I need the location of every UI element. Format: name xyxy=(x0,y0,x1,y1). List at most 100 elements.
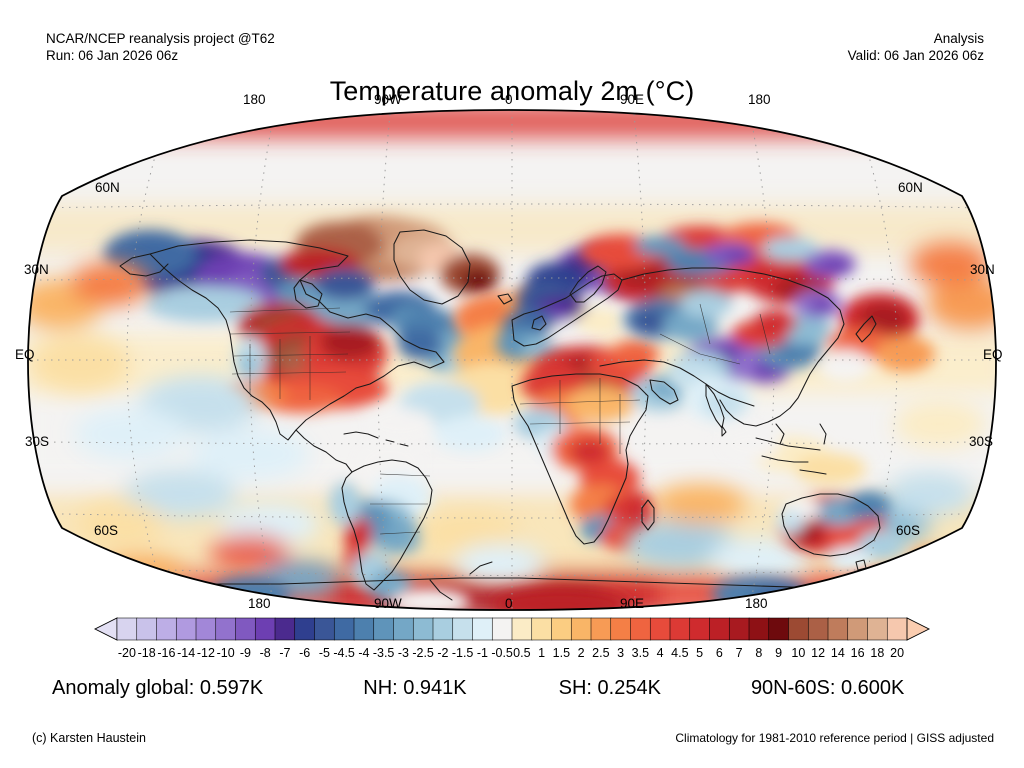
colorbar-tick-label: -18 xyxy=(138,646,156,660)
colorbar-tick-label: 2.5 xyxy=(592,646,609,660)
colorbar-cell xyxy=(669,617,691,641)
colorbar-tick-label: -1.5 xyxy=(452,646,474,660)
colorbar-cell xyxy=(452,617,474,641)
summary-statistics-row: Anomaly global: 0.597K NH: 0.941K SH: 0.… xyxy=(0,672,1024,704)
colorbar-tick-label: 1.5 xyxy=(553,646,570,660)
lat-label-right-60s: 60S xyxy=(896,523,921,538)
lat-label-right-30n: 30N xyxy=(970,262,995,277)
colorbar-tick-label: 20 xyxy=(890,646,904,660)
lat-label-right-eq: EQ xyxy=(983,347,1003,362)
colorbar-tick-label: -8 xyxy=(260,646,271,660)
colorbar-tick-label: -2.5 xyxy=(412,646,434,660)
colorbar-tick-label: -9 xyxy=(240,646,251,660)
colorbar: -20 -18 -16 -14 -12 -10 -9 -8 -7 -6 -5 -4.5 -4 -3.5 -3… xyxy=(93,617,931,660)
colorbar-cell xyxy=(472,617,493,641)
colorbar-cell xyxy=(511,617,533,641)
colorbar-cell xyxy=(649,617,671,641)
map-frame-outline xyxy=(27,109,997,611)
colorbar-cell xyxy=(748,617,770,641)
page-title: Temperature anomaly 2m (°C) xyxy=(329,76,695,106)
colorbar-over-arrow xyxy=(906,617,931,641)
colorbar-area: -20 -18 -16 -14 -12 -10 -9 -8 -7 -6 -5 -4.5 -4 -3.5 -3… xyxy=(0,610,1024,668)
lon-label-bottom-0: 180 xyxy=(248,596,271,611)
colorbar-tick-label: 10 xyxy=(791,646,805,660)
colorbar-cell xyxy=(788,617,809,641)
colorbar-cell xyxy=(768,617,790,641)
model-source-label: NCAR/NCEP reanalysis project @T62 xyxy=(46,31,275,46)
colorbar-cell xyxy=(630,617,651,641)
colorbar-cell xyxy=(689,617,711,641)
colorbar-tick-label: 4 xyxy=(657,646,664,660)
colorbar-tick-label: 1 xyxy=(538,646,545,660)
lon-label-top-0: 180 xyxy=(243,92,266,107)
colorbar-tick-label: 12 xyxy=(811,646,825,660)
colorbar-tick-label: 6 xyxy=(716,646,723,660)
colorbar-cell xyxy=(886,617,908,641)
stat-sh-anomaly: SH: 0.254K xyxy=(558,676,661,699)
lon-label-bottom-1: 90W xyxy=(374,596,402,611)
colorbar-cell xyxy=(373,617,395,641)
analysis-type-label: Analysis xyxy=(933,31,984,46)
lon-label-bottom-3: 90E xyxy=(620,596,645,611)
colorbar-cell xyxy=(136,617,158,641)
colorbar-cell xyxy=(412,617,434,641)
colorbar-cell xyxy=(531,617,553,641)
lon-label-top-4: 180 xyxy=(748,92,771,107)
stat-global-anomaly: Anomaly global: 0.597K xyxy=(52,676,264,699)
colorbar-tick-label: 14 xyxy=(831,646,845,660)
colorbar-tick-label: 18 xyxy=(870,646,884,660)
colorbar-tick-label: -2 xyxy=(437,646,448,660)
colorbar-tick-label: -3 xyxy=(398,646,409,660)
header-right-block: Analysis Valid: 06 Jan 2026 06z xyxy=(848,30,984,64)
world-anomaly-map xyxy=(27,109,997,611)
colorbar-tick-label: 5 xyxy=(696,646,703,660)
colorbar-tick-label: -14 xyxy=(177,646,195,660)
colorbar-cell xyxy=(807,617,829,641)
colorbar-tick-label: 4.5 xyxy=(671,646,688,660)
colorbar-cell xyxy=(333,617,355,641)
colorbar-tick-label: -4.5 xyxy=(333,646,355,660)
colorbar-tick-label: 16 xyxy=(851,646,865,660)
header-left-block: NCAR/NCEP reanalysis project @T62 Run: 0… xyxy=(46,30,275,64)
colorbar-cell xyxy=(274,617,296,641)
colorbar-tick-label: -12 xyxy=(197,646,215,660)
lon-label-top-1: 90W xyxy=(374,92,402,107)
colorbar-cell xyxy=(235,617,256,641)
copyright-label: (c) Karsten Haustein xyxy=(32,731,146,745)
colorbar-tick-label: -16 xyxy=(157,646,175,660)
colorbar-cell xyxy=(195,617,217,641)
stat-nh-anomaly: NH: 0.941K xyxy=(363,676,467,699)
colorbar-cell xyxy=(393,617,414,641)
run-time-label: Run: 06 Jan 2026 06z xyxy=(46,48,179,63)
colorbar-tick-label: -5 xyxy=(319,646,330,660)
colorbar-cell xyxy=(551,617,572,641)
colorbar-tick-label: -7 xyxy=(279,646,290,660)
colorbar-cell xyxy=(827,617,849,641)
colorbar-tick-label: 9 xyxy=(775,646,782,660)
colorbar-cell xyxy=(610,617,632,641)
colorbar-cell xyxy=(254,617,276,641)
colorbar-cell xyxy=(116,617,138,641)
anomaly-field xyxy=(28,110,996,610)
colorbar-cell xyxy=(432,617,454,641)
colorbar-cell xyxy=(175,617,197,641)
colorbar-cell xyxy=(728,617,750,641)
lon-label-top-3: 90E xyxy=(620,92,645,107)
map-plot-area: 180 90W 0 90E 180 180 90W 0 90E 180 60N … xyxy=(0,92,1024,616)
colorbar-cell xyxy=(491,617,513,641)
lon-label-top-2: 0 xyxy=(505,92,513,107)
colorbar-tick-label: 3.5 xyxy=(632,646,649,660)
climatology-note-label: Climatology for 1981-2010 reference peri… xyxy=(675,731,994,745)
stat-90n-60s-anomaly: 90N-60S: 0.600K xyxy=(750,676,905,699)
colorbar-tick-label: 7 xyxy=(736,646,743,660)
political-borders xyxy=(229,303,771,535)
colorbar-tick-label: -3.5 xyxy=(373,646,395,660)
colorbar-tick-label: 3 xyxy=(617,646,624,660)
colorbar-tick-label: 0.5 xyxy=(513,646,530,660)
lat-label-left-30n: 30N xyxy=(24,262,49,277)
lat-label-left-60s: 60S xyxy=(94,523,119,538)
colorbar-cell xyxy=(314,617,335,641)
colorbar-cell xyxy=(847,617,869,641)
colorbar-tick-label: -6 xyxy=(299,646,310,660)
